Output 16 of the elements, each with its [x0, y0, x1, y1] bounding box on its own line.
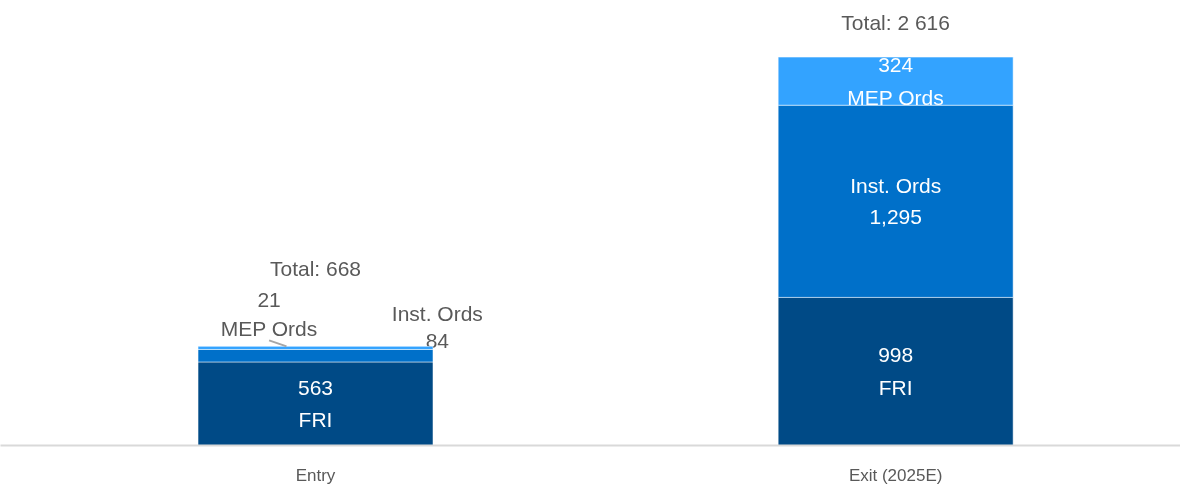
- text: Inst. Ords: [850, 173, 942, 197]
- data-label: 84: [425, 329, 450, 353]
- total-label: Total: 668: [269, 256, 362, 280]
- series-label: FRI: [298, 408, 333, 432]
- data-label: 563: [298, 375, 334, 399]
- series-label: MEP Ords: [847, 85, 944, 109]
- data-label: 1,295: [869, 205, 922, 229]
- data-label: 21: [257, 288, 281, 312]
- data-label: 998: [878, 343, 914, 367]
- text: FRI: [878, 375, 913, 399]
- x-tick-label: Exit (2025E): [848, 465, 943, 485]
- data-label: 324: [878, 53, 914, 77]
- series-label: Inst. Ords: [391, 301, 483, 325]
- x-tick-label: Entry: [295, 465, 336, 485]
- total-label: Total: 2 616: [841, 10, 950, 34]
- text: MEP Ords: [220, 316, 318, 340]
